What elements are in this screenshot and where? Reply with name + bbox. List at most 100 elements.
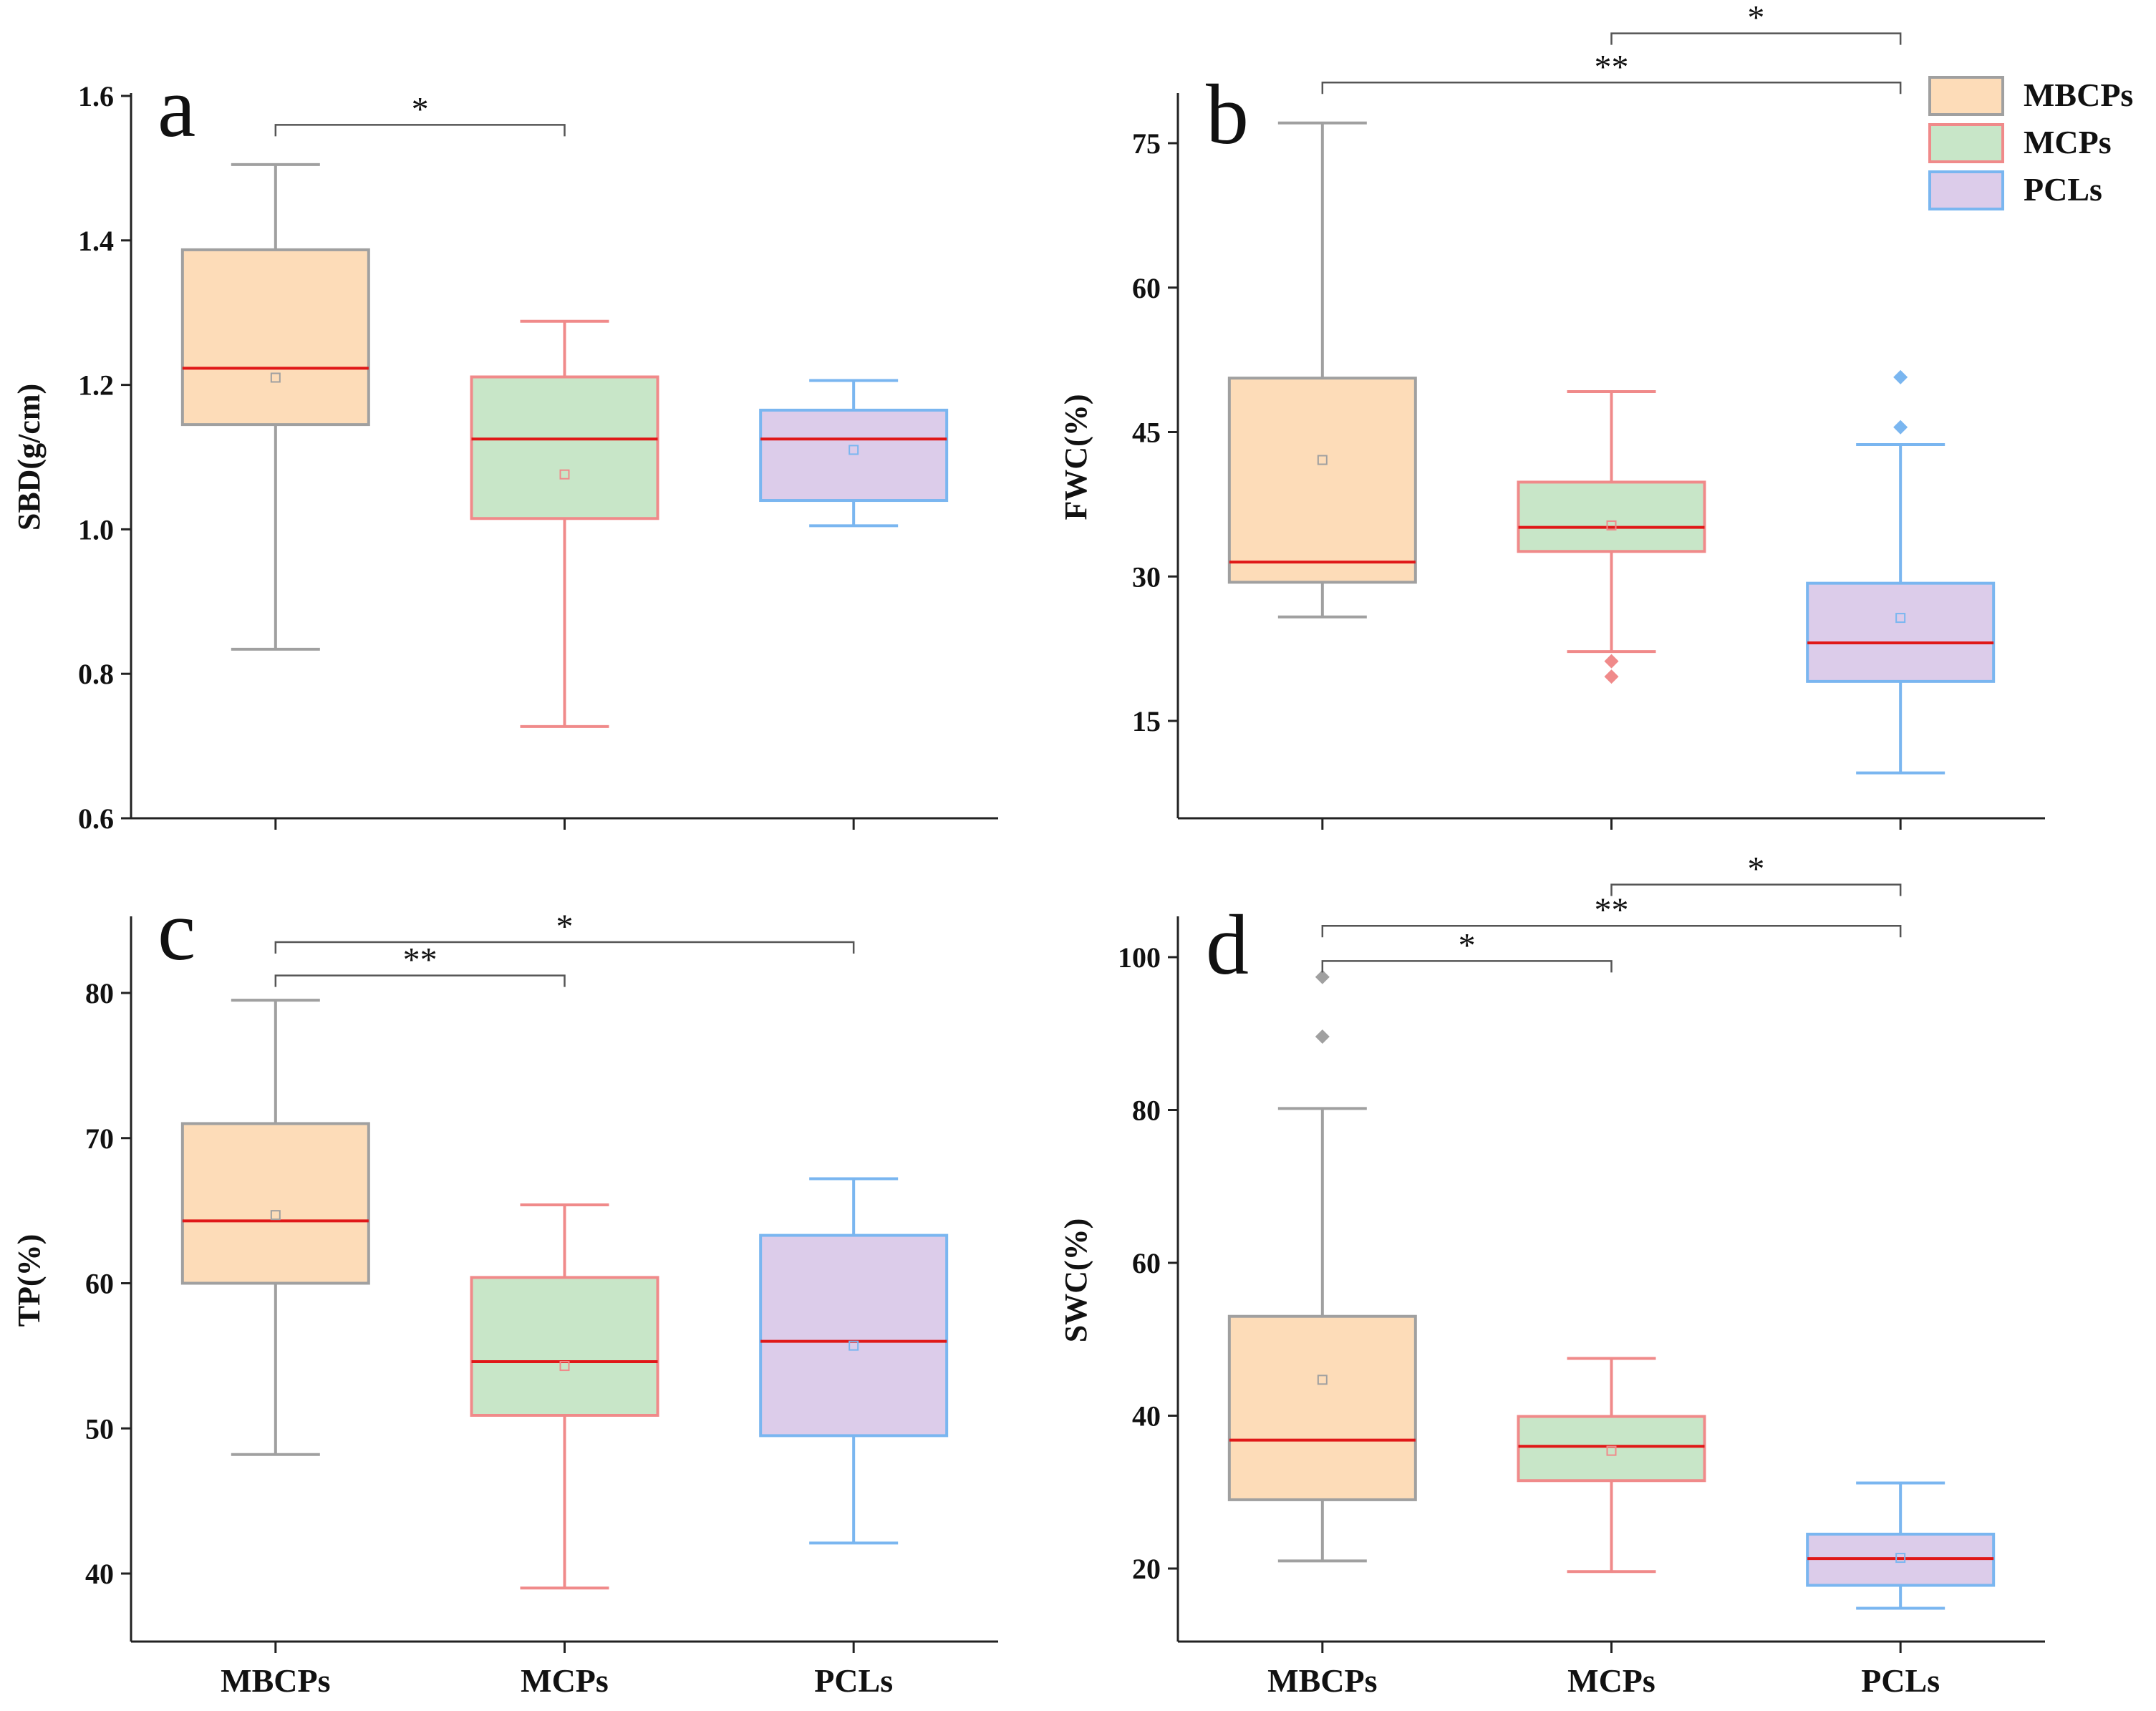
- box-mcps: [1517, 1357, 1706, 1574]
- y-tick-label: 40: [85, 1558, 114, 1590]
- box-pcls: [759, 379, 949, 528]
- legend-swatch-pcls: [1928, 170, 2004, 210]
- y-tick-label: 60: [85, 1268, 114, 1300]
- significance-bracket: **: [1321, 891, 1902, 938]
- mean-marker: [1606, 520, 1617, 530]
- y-tick-label: 20: [1132, 1553, 1161, 1585]
- outlier-point: [1315, 969, 1330, 984]
- y-axis-title: TP(%): [11, 1234, 47, 1327]
- x-category-label: MBCPs: [221, 1662, 330, 1699]
- y-tick-label: 60: [1132, 1247, 1161, 1279]
- legend-label: MCPs: [2024, 124, 2112, 160]
- bracket-line: [274, 941, 855, 954]
- mean-marker: [270, 1210, 281, 1221]
- y-tick-label: 80: [1132, 1095, 1161, 1127]
- significance-bracket: *: [274, 908, 855, 954]
- mean-marker: [849, 1340, 859, 1351]
- y-tick-label: 1.2: [78, 369, 114, 402]
- outlier-point: [1604, 654, 1619, 669]
- mean-marker: [270, 372, 281, 383]
- panel-letter: b: [1206, 67, 1249, 162]
- panel-letter: a: [158, 59, 195, 155]
- mean-marker: [1606, 1445, 1617, 1456]
- box-mcps: [1517, 390, 1706, 684]
- significance-label: *: [1747, 850, 1764, 888]
- box-mcps: [470, 1203, 659, 1590]
- outlier-point: [1315, 1029, 1330, 1044]
- box-mbcps: [1227, 121, 1417, 619]
- significance-label: *: [556, 908, 574, 946]
- bracket-line: [274, 974, 566, 987]
- x-category-label: MBCPs: [1267, 1662, 1377, 1699]
- x-category-label: PCLs: [814, 1662, 893, 1699]
- y-tick-label: 70: [85, 1123, 114, 1155]
- significance-label: *: [412, 90, 429, 128]
- mean-marker: [559, 469, 570, 480]
- iqr-box: [180, 1122, 370, 1285]
- bracket-line: [1321, 82, 1902, 94]
- significance-bracket: **: [1321, 48, 1902, 94]
- y-tick-label: 100: [1118, 941, 1161, 974]
- outlier-point: [1893, 369, 1908, 384]
- bracket-line: [1610, 32, 1902, 45]
- box-mbcps: [180, 163, 370, 651]
- significance-label: **: [403, 941, 438, 979]
- legend-label: MBCPs: [2024, 77, 2133, 113]
- significance-bracket: *: [1610, 850, 1902, 896]
- iqr-box: [1227, 377, 1417, 584]
- box-pcls: [1806, 369, 1996, 775]
- y-axis-title: FWC(%): [1058, 394, 1093, 520]
- y-tick-label: 80: [85, 977, 114, 1009]
- significance-label: *: [1747, 0, 1764, 37]
- significance-label: *: [1459, 926, 1476, 964]
- box-pcls: [759, 1177, 949, 1545]
- bracket-line: [1321, 924, 1902, 938]
- y-tick-label: 40: [1132, 1400, 1161, 1433]
- y-tick-label: 30: [1132, 561, 1161, 593]
- mean-marker: [1317, 455, 1328, 465]
- y-tick-label: 0.8: [78, 658, 114, 690]
- iqr-box: [470, 1276, 659, 1417]
- mean-marker: [1895, 1553, 1906, 1564]
- outlier-point: [1893, 420, 1908, 435]
- iqr-box: [1517, 480, 1706, 553]
- legend-label: PCLs: [2024, 171, 2102, 208]
- bracket-line: [1321, 960, 1613, 973]
- box-mbcps: [180, 999, 370, 1456]
- box-pcls: [1806, 1481, 1996, 1610]
- box-mcps: [470, 319, 659, 728]
- y-axis-title: SWC(%): [1058, 1218, 1093, 1343]
- legend-swatch-mbcps: [1928, 76, 2004, 116]
- y-tick-label: 75: [1132, 127, 1161, 160]
- panel-letter: c: [158, 883, 195, 978]
- x-category-label: MCPs: [1567, 1662, 1655, 1699]
- y-tick-label: 45: [1132, 417, 1161, 449]
- y-tick-label: 0.6: [78, 803, 114, 835]
- significance-bracket: *: [274, 90, 566, 137]
- significance-bracket: **: [274, 941, 566, 987]
- iqr-box: [1806, 581, 1996, 683]
- iqr-box: [1517, 1415, 1706, 1483]
- box-mbcps: [1227, 969, 1417, 1563]
- y-tick-label: 50: [85, 1412, 114, 1445]
- significance-bracket: *: [1610, 0, 1902, 45]
- mean-marker: [1317, 1375, 1328, 1385]
- significance-label: **: [1595, 48, 1629, 86]
- outlier-point: [1604, 669, 1619, 684]
- legend-swatch-mcps: [1928, 123, 2004, 163]
- iqr-box: [470, 375, 659, 520]
- mean-marker: [849, 445, 859, 455]
- bracket-line: [1610, 883, 1902, 896]
- y-tick-label: 15: [1132, 705, 1161, 737]
- panel-a: 0.6 0.8 1.0 1.2 1.4 1.6 SBD(g/cm) a *: [11, 59, 998, 835]
- y-tick-label: 1.0: [78, 513, 114, 546]
- bracket-line: [274, 124, 566, 137]
- mean-marker: [1895, 613, 1906, 624]
- iqr-box: [1227, 1314, 1417, 1501]
- y-tick-label: 60: [1132, 272, 1161, 304]
- x-category-label: PCLs: [1861, 1662, 1940, 1699]
